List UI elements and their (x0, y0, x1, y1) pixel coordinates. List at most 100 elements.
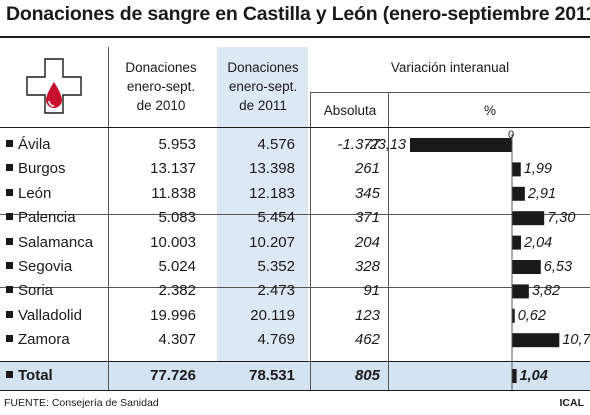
variation-bar (512, 211, 545, 226)
value-2010: 13.137 (150, 160, 196, 178)
percent-label: -23,13 (364, 137, 406, 153)
value-2010: 10.003 (150, 233, 196, 251)
highlight-column-2011 (217, 47, 308, 361)
value-absolute: 345 (354, 184, 380, 202)
table-bottom-rule (0, 390, 590, 391)
header-2011: Donaciones enero-sept. de 2011 (214, 58, 312, 115)
bullet-square (6, 310, 13, 318)
variation-bar (512, 186, 525, 201)
separator (310, 93, 311, 390)
title-rule (0, 36, 590, 38)
bullet-square (6, 188, 13, 196)
province-label: Ávila (6, 133, 51, 157)
value-2011: 20.119 (250, 306, 295, 324)
province-name: Ávila (18, 136, 51, 153)
province-label: Zamora (6, 328, 70, 352)
header-rule (310, 92, 590, 93)
percent-label: 6,53 (543, 259, 573, 275)
header-bottom-rule (0, 127, 590, 128)
value-2010: 5.953 (158, 136, 196, 153)
total-top-rule (0, 361, 590, 362)
variation-bar (410, 138, 512, 152)
variation-bar (512, 235, 521, 250)
value-2010: 4.307 (158, 331, 196, 349)
variation-bar (512, 333, 560, 348)
percent-label: 3,82 (531, 283, 561, 300)
header-2010: Donaciones enero-sept. de 2010 (112, 58, 210, 115)
province-name: León (18, 184, 52, 202)
header-line: enero-sept. (126, 79, 196, 94)
province-label: Valladolid (6, 304, 82, 328)
value-2010: 77.726 (150, 367, 196, 384)
header-line: Donaciones (227, 60, 299, 75)
agency-credit: ICAL (559, 397, 585, 409)
province-label: Soria (6, 279, 53, 303)
value-2011: 4.769 (257, 331, 295, 349)
header-percent: % (483, 103, 496, 118)
variation-bar (512, 162, 521, 177)
bullet-square (6, 140, 13, 147)
separator (388, 93, 389, 390)
province-label: León (6, 182, 51, 206)
value-2011: 2.473 (257, 282, 295, 300)
bullet-square (6, 262, 13, 269)
header-line: enero-sept. (228, 79, 298, 94)
percent-label: 1,04 (519, 368, 548, 384)
bullet-square (6, 335, 13, 343)
value-2011: 13.398 (249, 160, 295, 178)
province-label: Burgos (6, 157, 66, 181)
value-2010: 2.382 (158, 282, 196, 300)
province-name: Zamora (18, 331, 70, 349)
source-note: FUENTE: Consejería de Sanidad (4, 397, 159, 409)
separator (108, 47, 109, 390)
value-2011: 78.531 (249, 367, 295, 384)
value-2011: 4.576 (257, 136, 295, 153)
value-2010: 11.838 (151, 184, 196, 202)
percent-label: 2,04 (523, 234, 553, 251)
value-absolute: 204 (354, 233, 380, 251)
province-name: Burgos (18, 160, 66, 178)
value-2011: 10.207 (249, 233, 295, 251)
header-absoluta: Absoluta (323, 103, 377, 118)
value-absolute: 462 (354, 331, 380, 349)
variation-bar (512, 308, 515, 323)
value-2011: 12.183 (249, 184, 295, 202)
header-line: de 2011 (239, 98, 287, 113)
province-name: Palencia (18, 209, 76, 227)
variation-bar (512, 369, 517, 383)
value-2010: 19.996 (150, 306, 196, 324)
percent-label: 10,73 (562, 332, 590, 349)
value-2010: 5.083 (158, 209, 196, 227)
bullet-square (6, 213, 13, 221)
total-row-band (0, 362, 590, 390)
group-rule (0, 287, 590, 288)
group-rule (0, 214, 590, 215)
bullet-square (6, 164, 13, 172)
province-label: Palencia (6, 206, 76, 230)
percent-label: 7,30 (547, 210, 576, 227)
province-name: Soria (18, 282, 54, 300)
value-absolute: 261 (354, 160, 380, 178)
percent-label: 0,62 (517, 307, 546, 324)
province-name: Total (18, 367, 53, 384)
blood-donation-cross-icon (26, 58, 82, 114)
header-variation: Variación interanual (390, 60, 510, 75)
header-line: Donaciones (125, 60, 197, 75)
variation-bars (410, 134, 560, 390)
value-absolute: 328 (354, 258, 380, 275)
province-name: Valladolid (18, 306, 82, 324)
value-absolute: 123 (354, 306, 380, 324)
header-line: de 2010 (136, 98, 186, 113)
province-label: Salamanca (6, 231, 93, 255)
bullet-square (6, 286, 13, 294)
value-2011: 5.352 (257, 258, 295, 275)
bullet-square (6, 371, 13, 378)
percent-label: 2,91 (527, 185, 557, 202)
bullet-square (6, 237, 13, 245)
province-label: Total (6, 364, 53, 388)
value-absolute: 371 (354, 209, 380, 227)
zero-label: 0 (507, 129, 515, 141)
province-name: Salamanca (18, 233, 94, 251)
value-absolute: 805 (354, 367, 380, 384)
variation-bar (512, 284, 529, 299)
